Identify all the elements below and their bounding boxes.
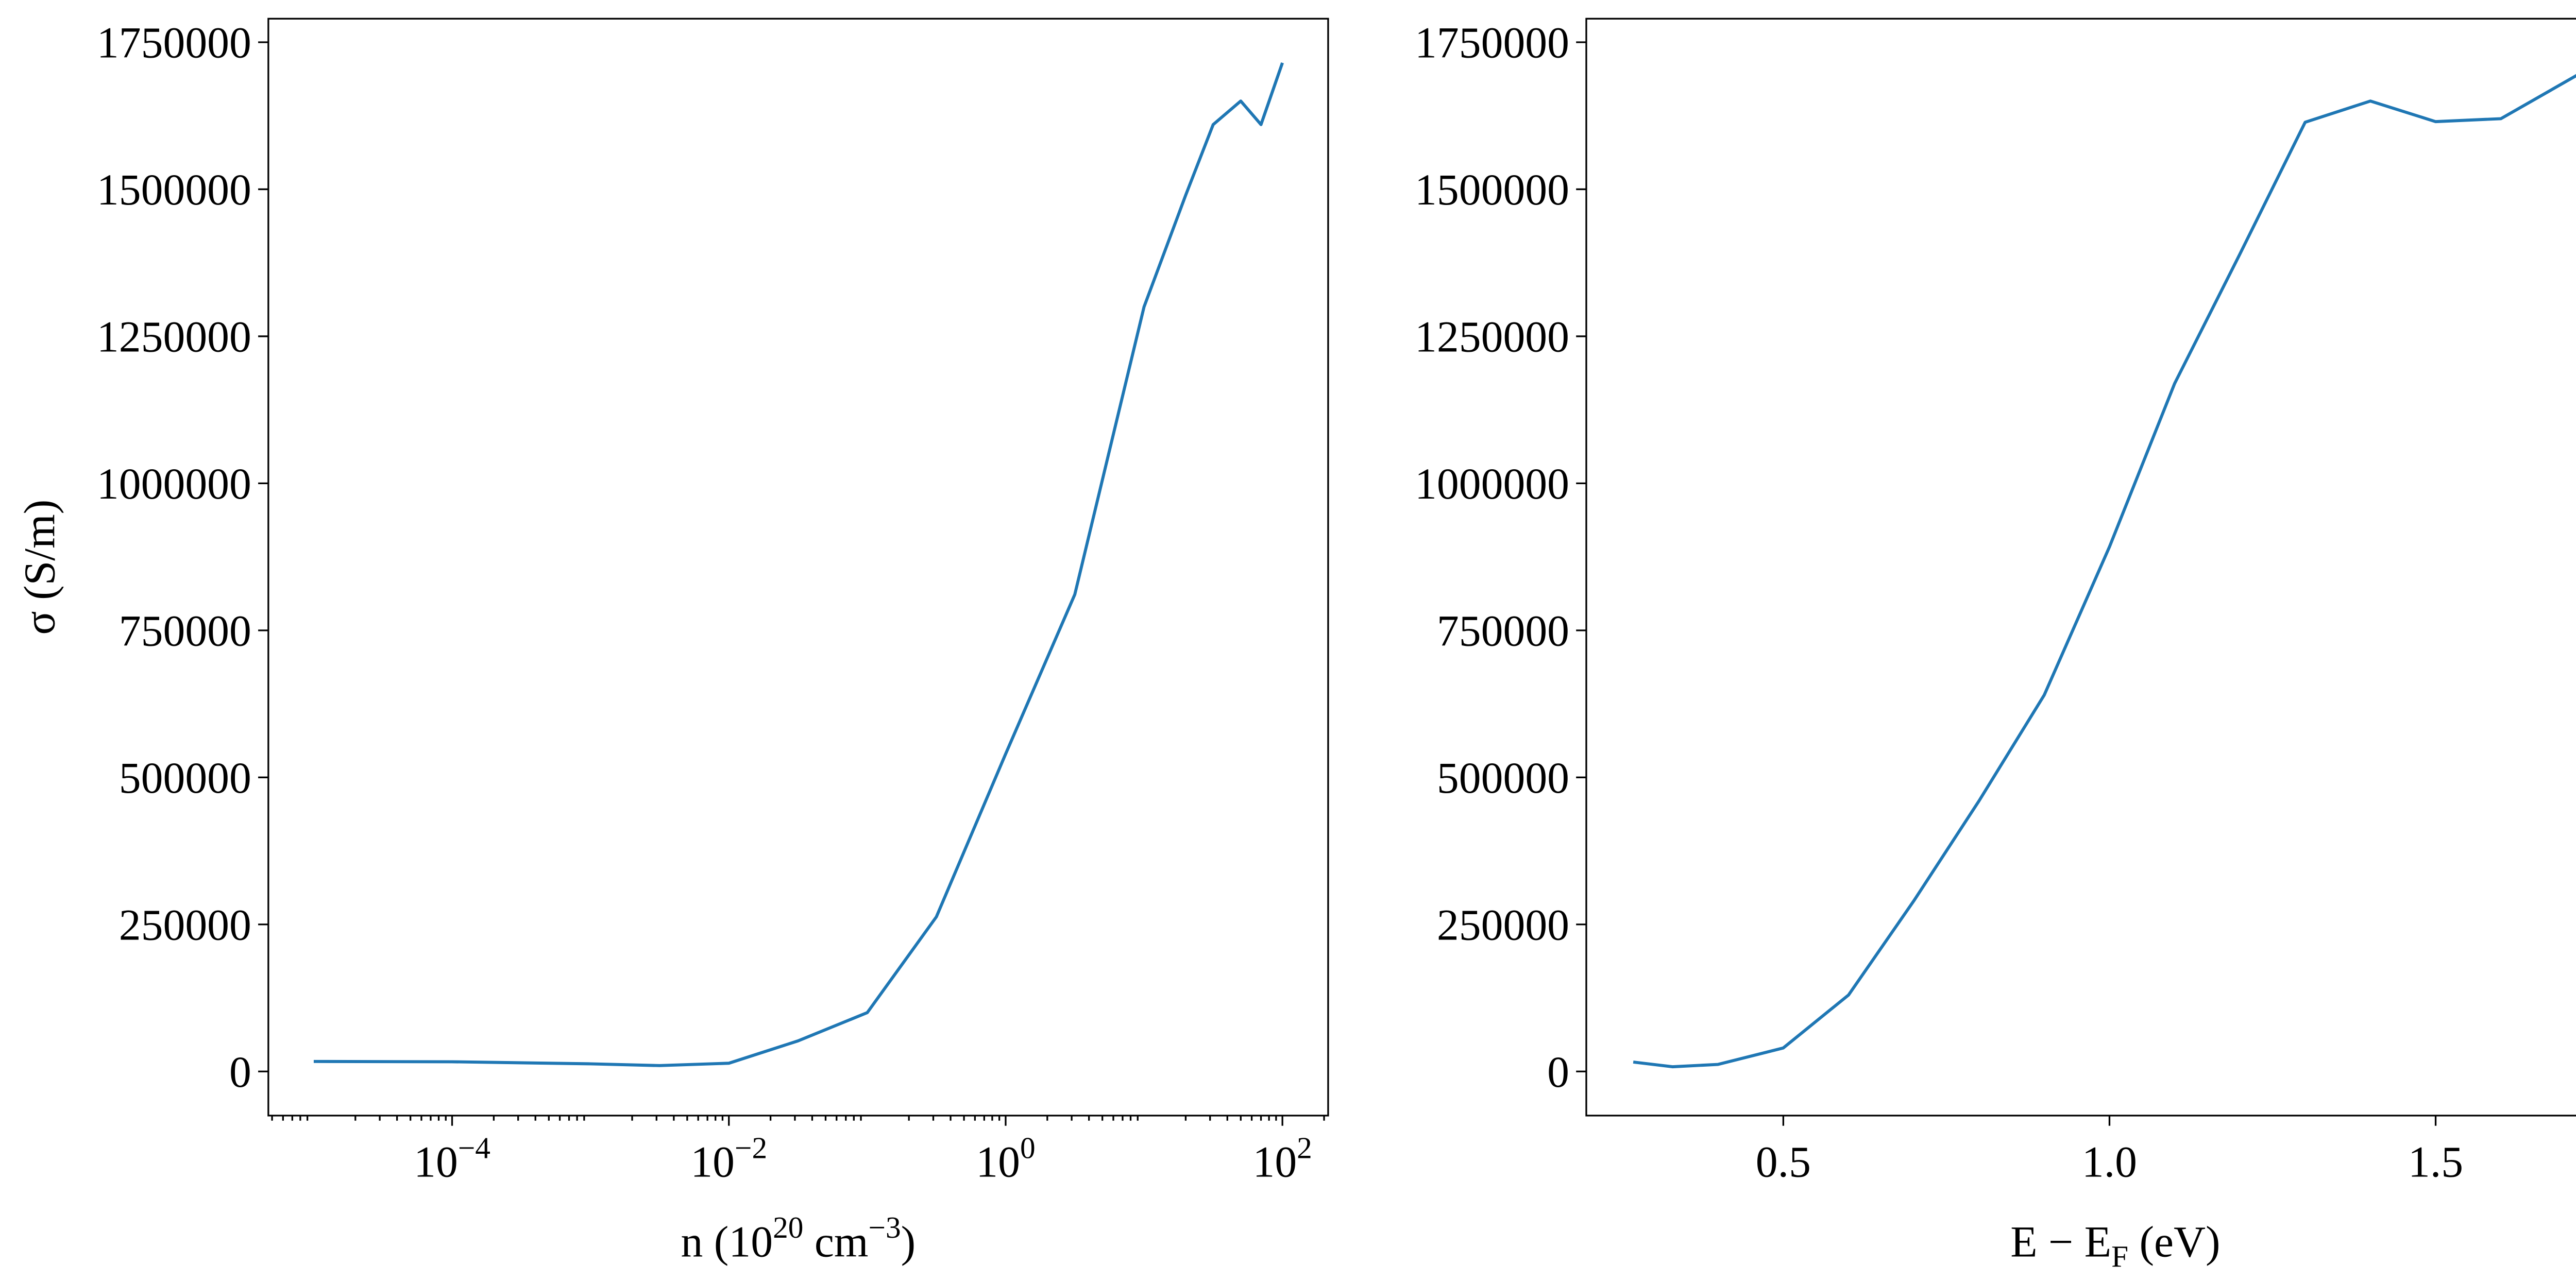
x-axis-label: n (1020​ cm−3​) (681, 1210, 916, 1266)
x-tick-label: 10−2​ (690, 1131, 767, 1186)
y-tick-label: 750000 (119, 607, 251, 656)
y-tick-label: 500000 (1437, 754, 1569, 802)
y-tick-label: 1250000 (97, 313, 251, 362)
y-tick-label: 0 (1547, 1048, 1569, 1097)
x-tick-label: 10−4​ (414, 1131, 490, 1186)
y-tick-label: 0 (229, 1048, 251, 1097)
y-tick-label: 1500000 (97, 165, 251, 214)
x-tick-label: 1.0 (2082, 1138, 2137, 1187)
y-tick-label: 1000000 (97, 459, 251, 508)
y-tick-label: 1750000 (1415, 19, 1569, 67)
y-tick-label: 250000 (1437, 900, 1569, 949)
y-tick-label: 1000000 (1415, 459, 1569, 508)
x-tick-label: 0.5 (1756, 1138, 1811, 1187)
data-line (1633, 74, 2576, 1069)
y-tick-label: 1750000 (97, 19, 251, 67)
x-tick-label: 1.5 (2408, 1138, 2463, 1187)
y-tick-label: 500000 (119, 754, 251, 802)
x-tick-label: 100​ (976, 1131, 1035, 1186)
data-line (313, 62, 1284, 1067)
y-tick-label: 1250000 (1415, 313, 1569, 362)
x-axis-label: E − EF​ (eV) (2010, 1218, 2220, 1274)
y-axis-label: σ (S/m) (15, 500, 64, 635)
plot-frame (267, 18, 1329, 1117)
y-tick-label: 250000 (119, 900, 251, 949)
y-tick-label: 750000 (1437, 607, 1569, 656)
y-tick-label: 1500000 (1415, 165, 1569, 214)
plot-frame (1585, 18, 2576, 1117)
x-tick-label: 102​ (1252, 1131, 1312, 1186)
